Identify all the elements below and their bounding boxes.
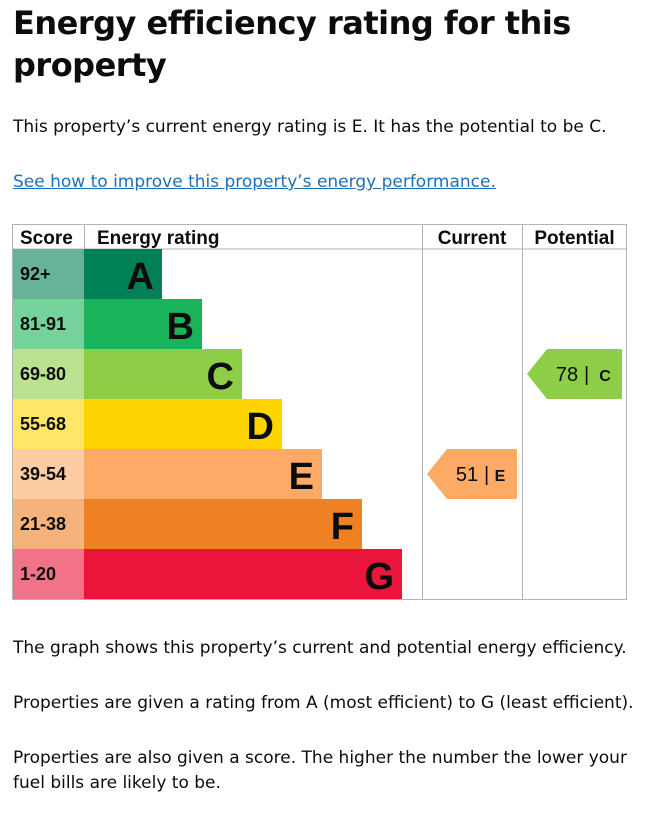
potential-rating-marker <box>527 349 622 399</box>
energy-rating-chart: Score Energy rating Current Potential 92+ A 81… <box>12 224 627 600</box>
rating-letter-e: E <box>289 456 314 498</box>
chart-frame <box>12 224 627 600</box>
score-cell-b <box>13 299 84 349</box>
rating-bar-f <box>84 499 362 549</box>
energy-rating-column-header: Energy rating <box>97 228 219 249</box>
rating-bar-e <box>84 449 322 499</box>
score-range-g: 1-20 <box>20 564 56 584</box>
score-explanation-text: Properties are also given a score. The h… <box>13 748 627 793</box>
rating-bar-b <box>84 299 202 349</box>
current-rating-marker <box>427 449 517 499</box>
current-marker-separator: | <box>484 464 489 486</box>
score-cell-c <box>13 349 84 399</box>
score-cell-g <box>13 549 84 599</box>
rating-letter-d: D <box>247 406 274 448</box>
score-cell-f <box>13 499 84 549</box>
rating-bar-a <box>84 249 162 299</box>
graph-explanation-text: The graph shows this property’s current … <box>13 638 627 658</box>
rating-letter-c: C <box>207 356 234 398</box>
rating-letter-b: B <box>167 306 194 348</box>
potential-column-header: Potential <box>534 228 614 249</box>
current-score-value: 51 <box>456 464 478 486</box>
intro-text: This property’s current energy rating is… <box>13 117 607 137</box>
rating-letter-g: G <box>364 556 394 598</box>
score-cell-e <box>13 449 84 499</box>
potential-marker-separator: | <box>584 364 589 386</box>
rating-bar-g <box>84 549 402 599</box>
score-range-e: 39-54 <box>20 464 66 484</box>
rating-letter-f: F <box>331 506 354 548</box>
potential-score-value: 78 <box>556 364 578 386</box>
score-range-b: 81-91 <box>20 314 66 334</box>
current-column-header: Current <box>438 228 507 249</box>
score-cell-a <box>13 249 84 299</box>
score-column-header: Score <box>20 228 73 249</box>
page-title: Energy efficiency rating for this proper… <box>13 4 571 84</box>
improve-performance-link[interactable]: See how to improve this property’s energ… <box>13 172 496 192</box>
potential-score-letter: C <box>599 368 611 385</box>
rating-letter-a: A <box>127 256 154 298</box>
score-cell-d <box>13 399 84 449</box>
rating-bar-d <box>84 399 282 449</box>
score-range-a: 92+ <box>20 264 51 284</box>
score-range-d: 55-68 <box>20 414 66 434</box>
rating-explanation-text: Properties are given a rating from A (mo… <box>13 693 634 713</box>
score-range-f: 21-38 <box>20 514 66 534</box>
current-score-letter: E <box>495 468 506 485</box>
score-range-c: 69-80 <box>20 364 66 384</box>
rating-bar-c <box>84 349 242 399</box>
